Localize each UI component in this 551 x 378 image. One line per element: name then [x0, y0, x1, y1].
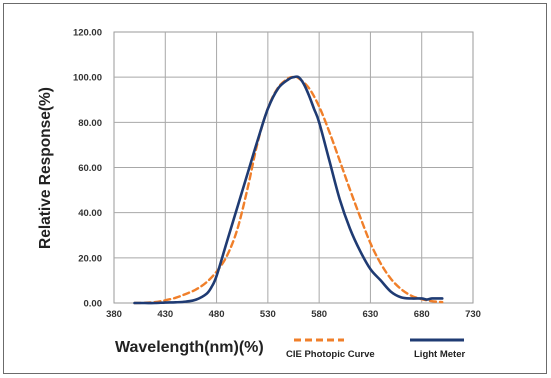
x-tick-label: 580: [311, 309, 327, 320]
y-tick-label: 60.00: [78, 163, 102, 174]
grid-lines: [114, 32, 473, 303]
x-tick-label: 430: [157, 309, 173, 320]
x-tick-label: 630: [362, 309, 378, 320]
y-tick-label: 80.00: [78, 118, 102, 129]
x-tick-label: 730: [465, 309, 481, 320]
y-tick-label: 40.00: [78, 208, 102, 219]
y-tick-labels: 0.00 20.00 40.00 60.00 80.00 100.00 120.00: [73, 28, 102, 310]
x-tick-label: 480: [209, 309, 225, 320]
series-group: [133, 75, 444, 305]
y-tick-label: 100.00: [73, 73, 102, 84]
legend: CIE Photopic Curve Light Meter: [286, 338, 465, 360]
legend-label-cie: CIE Photopic Curve: [286, 349, 375, 360]
x-tick-label: 530: [260, 309, 276, 320]
y-tick-label: 120.00: [73, 28, 102, 39]
x-tick-label: 380: [106, 309, 122, 320]
y-tick-label: 20.00: [78, 253, 102, 264]
series-line-light-meter: [133, 75, 444, 305]
y-tick-label: 0.00: [84, 299, 103, 310]
x-axis-label: Wavelength(nm)(%): [115, 339, 264, 356]
y-axis-label: Relative Response(%): [37, 87, 54, 249]
legend-label-meter: Light Meter: [414, 349, 465, 360]
x-tick-labels: 380 430 480 530 580 630 680 730: [106, 309, 481, 320]
x-tick-label: 680: [414, 309, 430, 320]
